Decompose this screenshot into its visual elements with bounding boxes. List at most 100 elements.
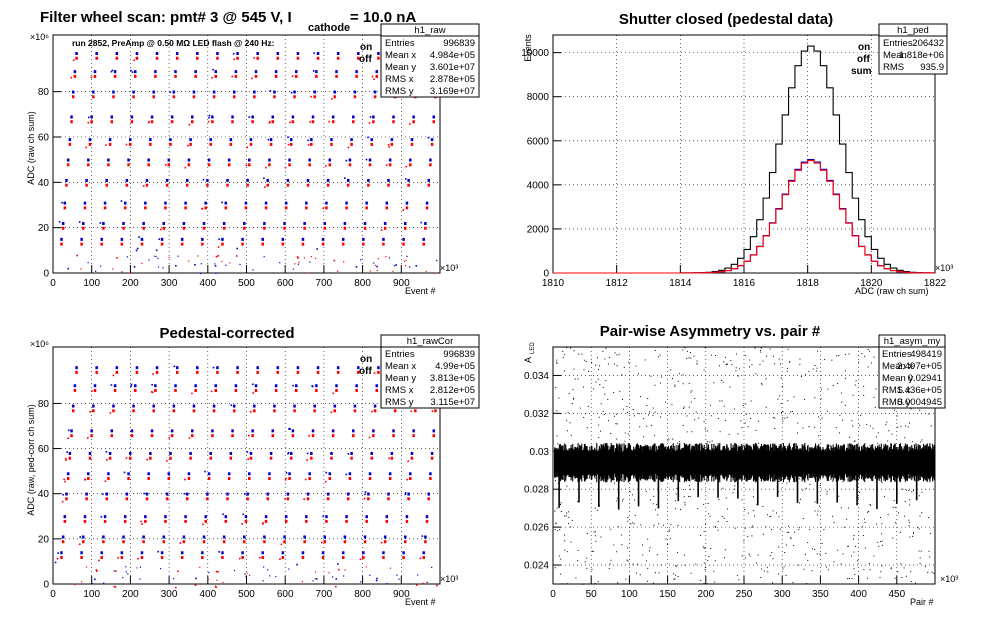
panel-asym-point	[594, 477, 596, 479]
panel-corrected-step-on	[375, 384, 378, 388]
panel-raw-step-on	[185, 178, 189, 182]
panel-asym-point	[560, 558, 562, 560]
panel-raw-step-off	[346, 183, 350, 187]
panel-asym-point	[919, 515, 921, 517]
panel-asym-point	[715, 526, 717, 528]
panel-asym-point	[827, 569, 829, 571]
panel-asym-point	[600, 430, 602, 432]
panel-asym-point	[832, 384, 834, 386]
panel-raw-step-on	[82, 222, 85, 225]
panel-raw-step-off	[291, 120, 295, 124]
panel-asym-point	[745, 403, 747, 405]
panel-asym-point	[769, 555, 771, 557]
panel-raw-point	[90, 76, 93, 79]
panel-corrected-step-on	[308, 472, 311, 476]
panel-raw-stats-label-2: Mean y	[385, 62, 416, 73]
panel-asym-point	[853, 534, 855, 536]
panel-asym-point	[779, 528, 781, 530]
panel-corrected-step-off	[206, 497, 209, 501]
panel-corrected-point	[91, 390, 93, 392]
panel-asym-point	[912, 535, 914, 537]
panel-corrected-step-off	[266, 497, 269, 501]
panel-corrected-step-off	[387, 497, 390, 501]
panel-corrected-step-on	[108, 451, 112, 455]
panel-corrected-point	[315, 578, 318, 580]
panel-corrected-xtick-label: 400	[199, 589, 216, 600]
panel-raw-point	[303, 257, 306, 259]
panel-asym-point	[908, 519, 910, 521]
panel-asym-point	[571, 403, 573, 405]
panel-raw-point	[177, 255, 179, 257]
panel-raw-step-on	[372, 115, 375, 119]
panel-corrected-step-on	[75, 366, 78, 370]
panel-corrected-point	[218, 551, 220, 553]
panel-asym-point	[558, 397, 560, 399]
panel-raw-stats-label-4: RMS y	[385, 86, 414, 97]
panel-raw-step-off	[306, 183, 310, 187]
panel-raw-step-on	[330, 138, 333, 142]
panel-asym-point	[787, 348, 789, 350]
panel-raw-step-on	[172, 90, 176, 94]
panel-corrected-point	[139, 578, 141, 580]
panel-corrected-step-off	[316, 370, 320, 374]
panel-raw-point	[269, 120, 271, 123]
panel-asym-point	[910, 571, 912, 573]
panel-corrected-step-on	[87, 472, 90, 476]
panel-asym-point	[734, 485, 736, 487]
panel-corrected-point	[191, 392, 193, 395]
panel-corrected-step-off	[330, 456, 333, 460]
panel-asym-point	[851, 420, 853, 422]
panel-raw-point	[404, 264, 407, 267]
panel-asym-point	[920, 441, 922, 443]
panel-raw-step-on	[113, 70, 117, 74]
panel-corrected-step-off	[189, 456, 192, 460]
panel-raw-step-off	[269, 142, 273, 146]
panel-raw-step-off	[105, 183, 109, 187]
panel-raw-step-off	[135, 56, 139, 60]
panel-asym-point	[610, 433, 612, 435]
panel-corrected-xtick-label: 700	[316, 589, 333, 600]
panel-raw-step-on	[273, 90, 276, 94]
panel-asym-point	[587, 371, 589, 373]
panel-corrected-step-off	[261, 556, 264, 560]
panel-raw-step-on	[140, 237, 144, 241]
panel-asym-point	[765, 378, 767, 380]
panel-raw-step-off	[402, 242, 405, 246]
panel-asym-point	[560, 502, 562, 504]
panel-corrected-step-on	[229, 451, 233, 455]
panel-asym-point	[868, 477, 870, 479]
panel-asym-point	[566, 420, 568, 422]
panel-asym-point	[674, 385, 676, 387]
panel-asym-point	[861, 353, 863, 355]
panel-pedestal-stats-label-2: RMS	[883, 62, 904, 73]
panel-raw-point	[436, 259, 438, 262]
panel-asym-point	[864, 521, 866, 523]
panel-asym-point	[782, 568, 784, 570]
panel-corrected-step-on	[372, 429, 375, 433]
panel-corrected-point	[419, 557, 422, 560]
panel-raw-step-off	[273, 95, 276, 99]
panel-raw-step-on	[60, 237, 63, 241]
panel-raw-step-off	[295, 74, 298, 78]
panel-asym-point	[554, 480, 556, 482]
panel-raw-step-off	[207, 163, 211, 167]
panel-asym-point	[594, 531, 596, 533]
panel-raw-point	[208, 114, 211, 117]
panel-asym-point	[892, 506, 894, 508]
panel-asym-point	[758, 420, 760, 422]
panel-corrected-step-on	[165, 492, 169, 496]
panel-corrected-step-off	[273, 409, 276, 413]
panel-raw-point	[380, 229, 383, 231]
panel-raw-point	[225, 264, 227, 266]
panel-asym-point	[814, 426, 816, 428]
panel-asym-point	[929, 532, 931, 534]
panel-corrected-point	[296, 563, 298, 566]
panel-corrected-step-on	[266, 492, 269, 496]
panel-corrected-point	[347, 453, 350, 455]
panel-raw-point	[201, 208, 204, 210]
panel-asym-point	[658, 356, 660, 358]
panel-raw-step-off	[274, 74, 278, 78]
panel-raw-step-off	[373, 95, 377, 99]
panel-pedestal-ytick-label: 4000	[527, 180, 550, 191]
panel-corrected-point	[431, 566, 433, 569]
